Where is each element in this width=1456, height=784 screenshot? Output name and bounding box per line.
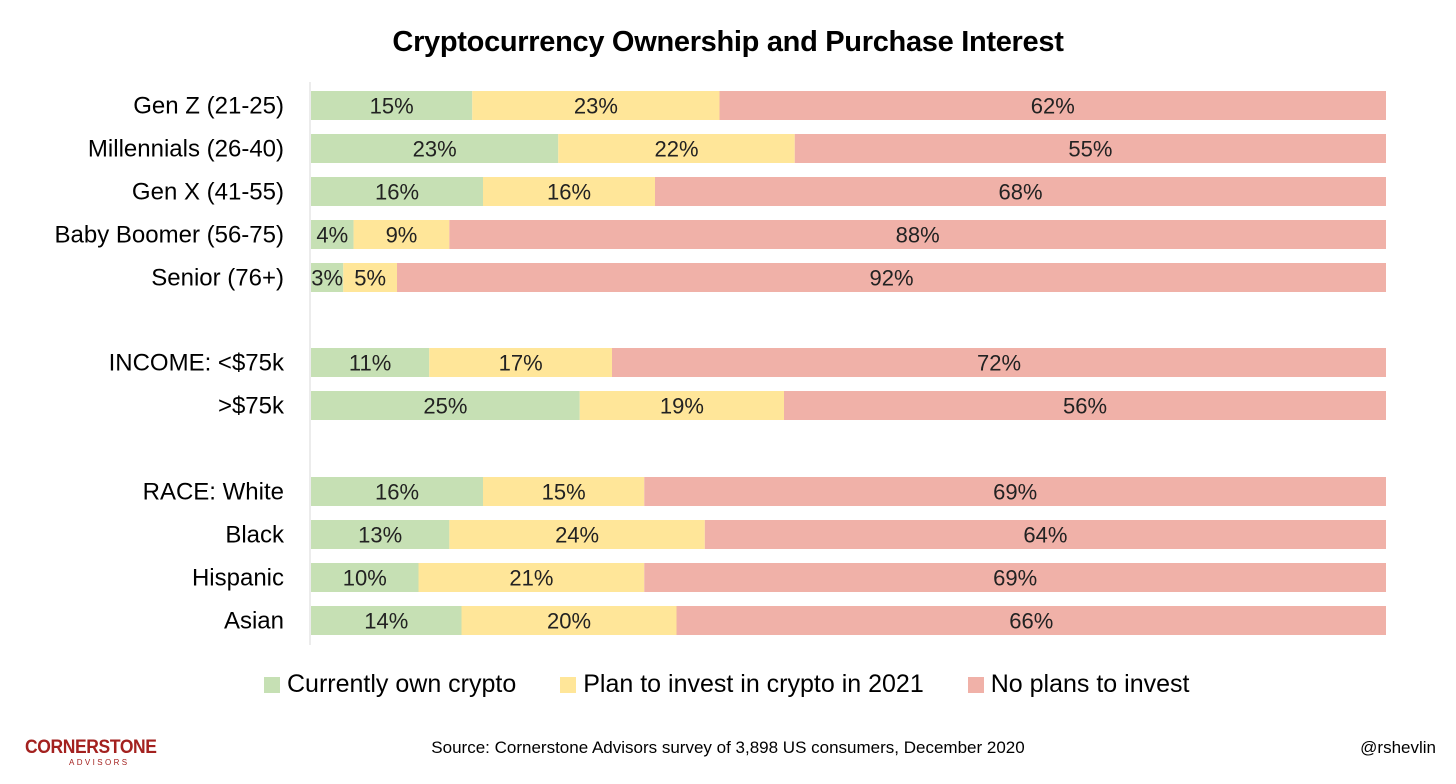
category-label: Hispanic xyxy=(192,565,284,592)
data-label: 68% xyxy=(998,180,1042,205)
brand-subtitle: ADVISORS xyxy=(69,758,130,767)
data-label: 56% xyxy=(1063,394,1107,419)
data-label: 69% xyxy=(993,566,1037,591)
data-label: 3% xyxy=(311,266,343,291)
data-label: 14% xyxy=(364,609,408,634)
bar-segment xyxy=(311,91,473,120)
category-label: Senior (76+) xyxy=(151,265,284,292)
data-label: 23% xyxy=(413,137,457,162)
bar-segment xyxy=(311,348,430,377)
author-handle: @rshevlin xyxy=(1360,738,1436,757)
data-label: 62% xyxy=(1031,94,1075,119)
legend-item: Currently own crypto xyxy=(264,670,516,699)
data-label: 64% xyxy=(1023,523,1067,548)
bar-segment xyxy=(655,177,1386,206)
bar-segment xyxy=(311,177,483,206)
legend-label: Currently own crypto xyxy=(287,670,517,698)
bar-segment xyxy=(644,563,1386,592)
legend-label: Plan to invest in crypto in 2021 xyxy=(583,670,924,698)
bar-segment xyxy=(311,391,580,420)
chart-title: Cryptocurrency Ownership and Purchase In… xyxy=(392,26,1064,58)
category-label: RACE: White xyxy=(143,479,284,506)
data-label: 15% xyxy=(542,480,586,505)
legend-swatch xyxy=(264,676,280,693)
data-label: 10% xyxy=(343,566,387,591)
data-label: 55% xyxy=(1068,137,1112,162)
bar-segment xyxy=(704,520,1386,549)
data-label: 9% xyxy=(386,223,418,248)
bar-segment xyxy=(429,348,612,377)
data-label: 69% xyxy=(993,480,1037,505)
bar-segment xyxy=(311,134,559,163)
bar-segment xyxy=(311,220,354,249)
data-label: 20% xyxy=(547,609,591,634)
bar-segment xyxy=(397,263,1386,292)
data-label: 19% xyxy=(660,394,704,419)
bar-segment xyxy=(676,606,1386,635)
category-label: Black xyxy=(225,522,285,549)
legend-item: Plan to invest in crypto in 2021 xyxy=(560,670,924,699)
category-label: >$75k xyxy=(218,393,285,420)
category-label: Gen Z (21-25) xyxy=(133,93,284,120)
bar-segment xyxy=(353,220,450,249)
data-label: 13% xyxy=(358,523,402,548)
bar-segment xyxy=(418,563,645,592)
legend-swatch xyxy=(560,676,577,693)
data-label: 16% xyxy=(547,180,591,205)
brand-name: CORNERSTONE xyxy=(25,737,157,758)
data-label: 23% xyxy=(574,94,618,119)
bar-segment xyxy=(311,520,450,549)
bar-segment xyxy=(719,91,1386,120)
legend-label: No plans to invest xyxy=(990,670,1190,698)
cornerstone-logo: CORNERSTONE ADVISORS xyxy=(25,737,168,768)
data-label: 92% xyxy=(869,266,913,291)
bar-segment xyxy=(644,477,1386,506)
bar-segment xyxy=(794,134,1386,163)
legend-swatch xyxy=(967,676,984,693)
bar-segment xyxy=(311,263,344,292)
chart-legend: Currently own crypto Plan to invest in cr… xyxy=(264,670,1233,699)
bar-segment xyxy=(472,91,720,120)
data-label: 15% xyxy=(370,94,414,119)
data-label: 17% xyxy=(499,351,543,376)
bar-segment xyxy=(461,606,677,635)
category-label: Baby Boomer (56-75) xyxy=(55,222,284,249)
bar-segment xyxy=(558,134,795,163)
data-label: 11% xyxy=(349,351,391,376)
bar-segment xyxy=(311,477,483,506)
bar-segment xyxy=(449,220,1386,249)
category-label: Millennials (26-40) xyxy=(88,136,284,163)
data-label: 5% xyxy=(354,266,386,291)
category-label: INCOME: <$75k xyxy=(109,350,285,377)
bar-segment xyxy=(784,391,1386,420)
legend-item: No plans to invest xyxy=(967,670,1190,699)
category-label: Gen X (41-55) xyxy=(132,179,284,206)
bar-segment xyxy=(612,348,1386,377)
data-label: 24% xyxy=(555,523,599,548)
data-label: 25% xyxy=(423,394,467,419)
bar-segment xyxy=(311,563,419,592)
data-label: 16% xyxy=(375,180,419,205)
data-label: 66% xyxy=(1009,609,1053,634)
bar-segment xyxy=(483,477,645,506)
bar-segment xyxy=(343,263,397,292)
bar-segment xyxy=(449,520,705,549)
data-label: 21% xyxy=(509,566,553,591)
bar-segment xyxy=(483,177,655,206)
data-label: 72% xyxy=(977,351,1021,376)
data-label: 16% xyxy=(375,480,419,505)
bar-segment xyxy=(311,606,462,635)
data-label: 4% xyxy=(316,223,348,248)
category-label: Asian xyxy=(224,608,284,635)
source-note: Source: Cornerstone Advisors survey of 3… xyxy=(431,738,1025,757)
data-label: 22% xyxy=(654,137,698,162)
bar-segment xyxy=(579,391,784,420)
data-label: 88% xyxy=(896,223,940,248)
